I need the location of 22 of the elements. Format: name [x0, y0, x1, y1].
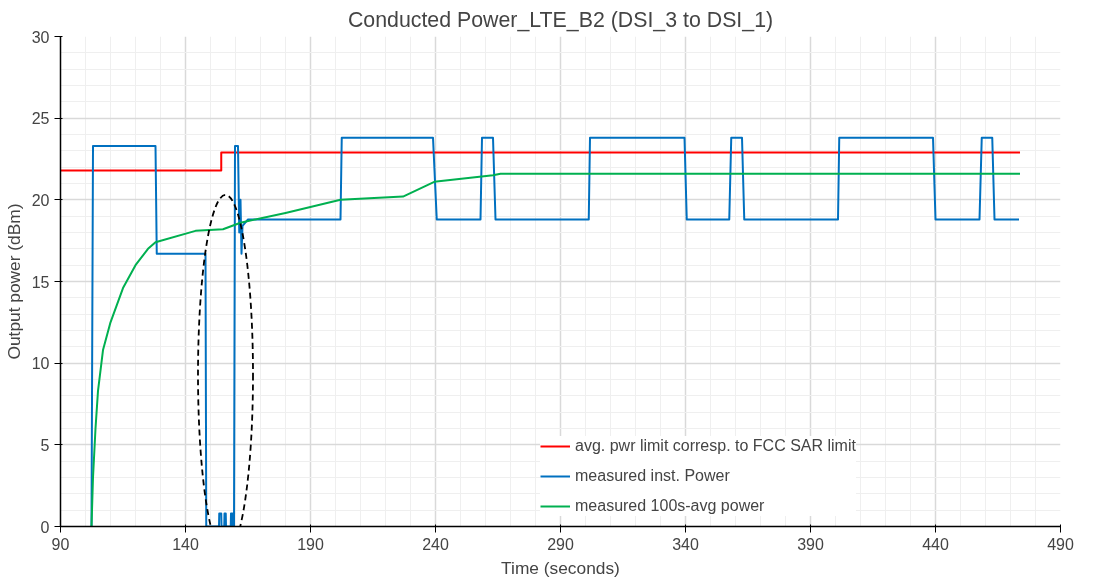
y-axis-title: Output power (dBm) [3, 203, 24, 360]
x-axis-title: Time (seconds) [501, 557, 620, 578]
legend-label: measured 100s-avg power [575, 497, 765, 515]
x-tick-label: 140 [172, 535, 199, 553]
x-tick-label: 390 [797, 535, 824, 553]
y-tick-label: 10 [31, 355, 50, 373]
legend-label: measured inst. Power [575, 467, 730, 485]
y-tick-label: 15 [31, 273, 50, 291]
x-tick-label: 240 [422, 535, 449, 553]
y-tick-label: 5 [40, 436, 50, 454]
legend-label: avg. pwr limit corresp. to FCC SAR limit [575, 437, 856, 455]
x-tick-label: 290 [547, 535, 574, 553]
x-tick-label: 440 [922, 535, 949, 553]
y-tick-label: 0 [40, 518, 50, 536]
y-tick-label: 20 [31, 191, 50, 209]
chart-title: Conducted Power_LTE_B2 (DSI_3 to DSI_1) [347, 7, 774, 32]
y-tick-label: 25 [31, 110, 50, 128]
x-tick-label: 340 [672, 535, 699, 553]
x-tick-label: 90 [51, 535, 70, 553]
y-tick-label: 30 [31, 28, 50, 46]
x-tick-label: 190 [297, 535, 324, 553]
x-tick-label: 490 [1047, 535, 1074, 553]
